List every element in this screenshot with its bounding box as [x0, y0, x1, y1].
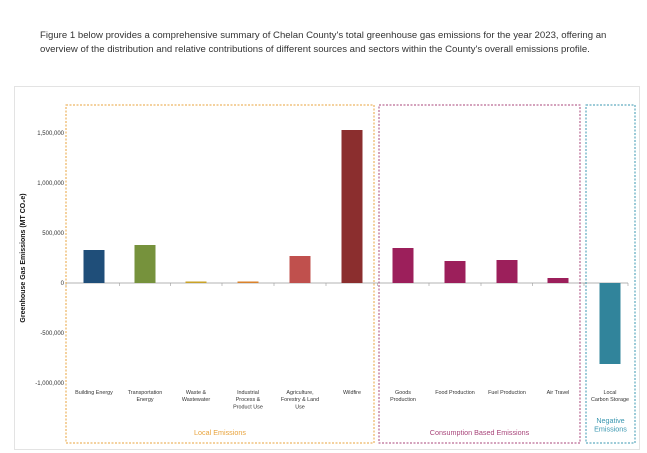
y-tick-label: 500,000	[42, 231, 64, 237]
category-label: Process &	[236, 397, 261, 403]
group-label: Local Emissions	[194, 428, 246, 437]
y-tick-label: 1,000,000	[37, 181, 64, 187]
category-label: Industrial	[237, 390, 259, 396]
category-label: Food Production	[435, 390, 475, 396]
category-label: Product Use	[233, 404, 263, 410]
group-label: Consumption Based Emissions	[430, 428, 530, 437]
category-label: Use	[295, 404, 305, 410]
category-label: Waste &	[186, 390, 207, 396]
category-label: Building Energy	[75, 390, 113, 396]
category-label: Wastewater	[182, 397, 210, 403]
category-label: Production	[390, 397, 416, 403]
category-label: Local	[604, 390, 617, 396]
category-label: Wildfire	[343, 390, 361, 396]
group-label: Negative	[596, 416, 624, 425]
bar	[547, 278, 569, 283]
bar	[341, 130, 363, 283]
bar	[134, 245, 156, 283]
bar	[599, 283, 621, 364]
y-axis-title: Greenhouse Gas Emissions (MT CO₂e)	[20, 193, 27, 322]
chart-frame	[14, 86, 640, 450]
bar	[237, 281, 259, 283]
group-box	[585, 104, 636, 444]
category-label: Goods	[395, 390, 411, 396]
category-label: Agriculture,	[286, 390, 314, 396]
category-label: Energy	[136, 397, 153, 403]
bar	[289, 256, 311, 283]
bar	[392, 248, 414, 283]
bar	[185, 281, 207, 283]
category-label: Fuel Production	[488, 390, 526, 396]
y-tick-label: -500,000	[40, 331, 64, 337]
category-label: Transportation	[128, 390, 163, 396]
category-label: Carbon Storage	[591, 397, 629, 403]
group-label: Emissions	[594, 425, 627, 434]
y-tick-label: 1,500,000	[37, 131, 64, 137]
y-tick-label: 0	[61, 281, 65, 287]
category-label: Forestry & Land	[281, 397, 319, 403]
group-box	[65, 104, 375, 444]
bar	[496, 260, 518, 283]
bar	[444, 261, 466, 283]
category-label: Air Travel	[547, 390, 570, 396]
bar	[83, 250, 105, 283]
y-tick-label: -1,000,000	[35, 381, 64, 387]
intro-paragraph: Figure 1 below provides a comprehensive …	[40, 30, 607, 55]
